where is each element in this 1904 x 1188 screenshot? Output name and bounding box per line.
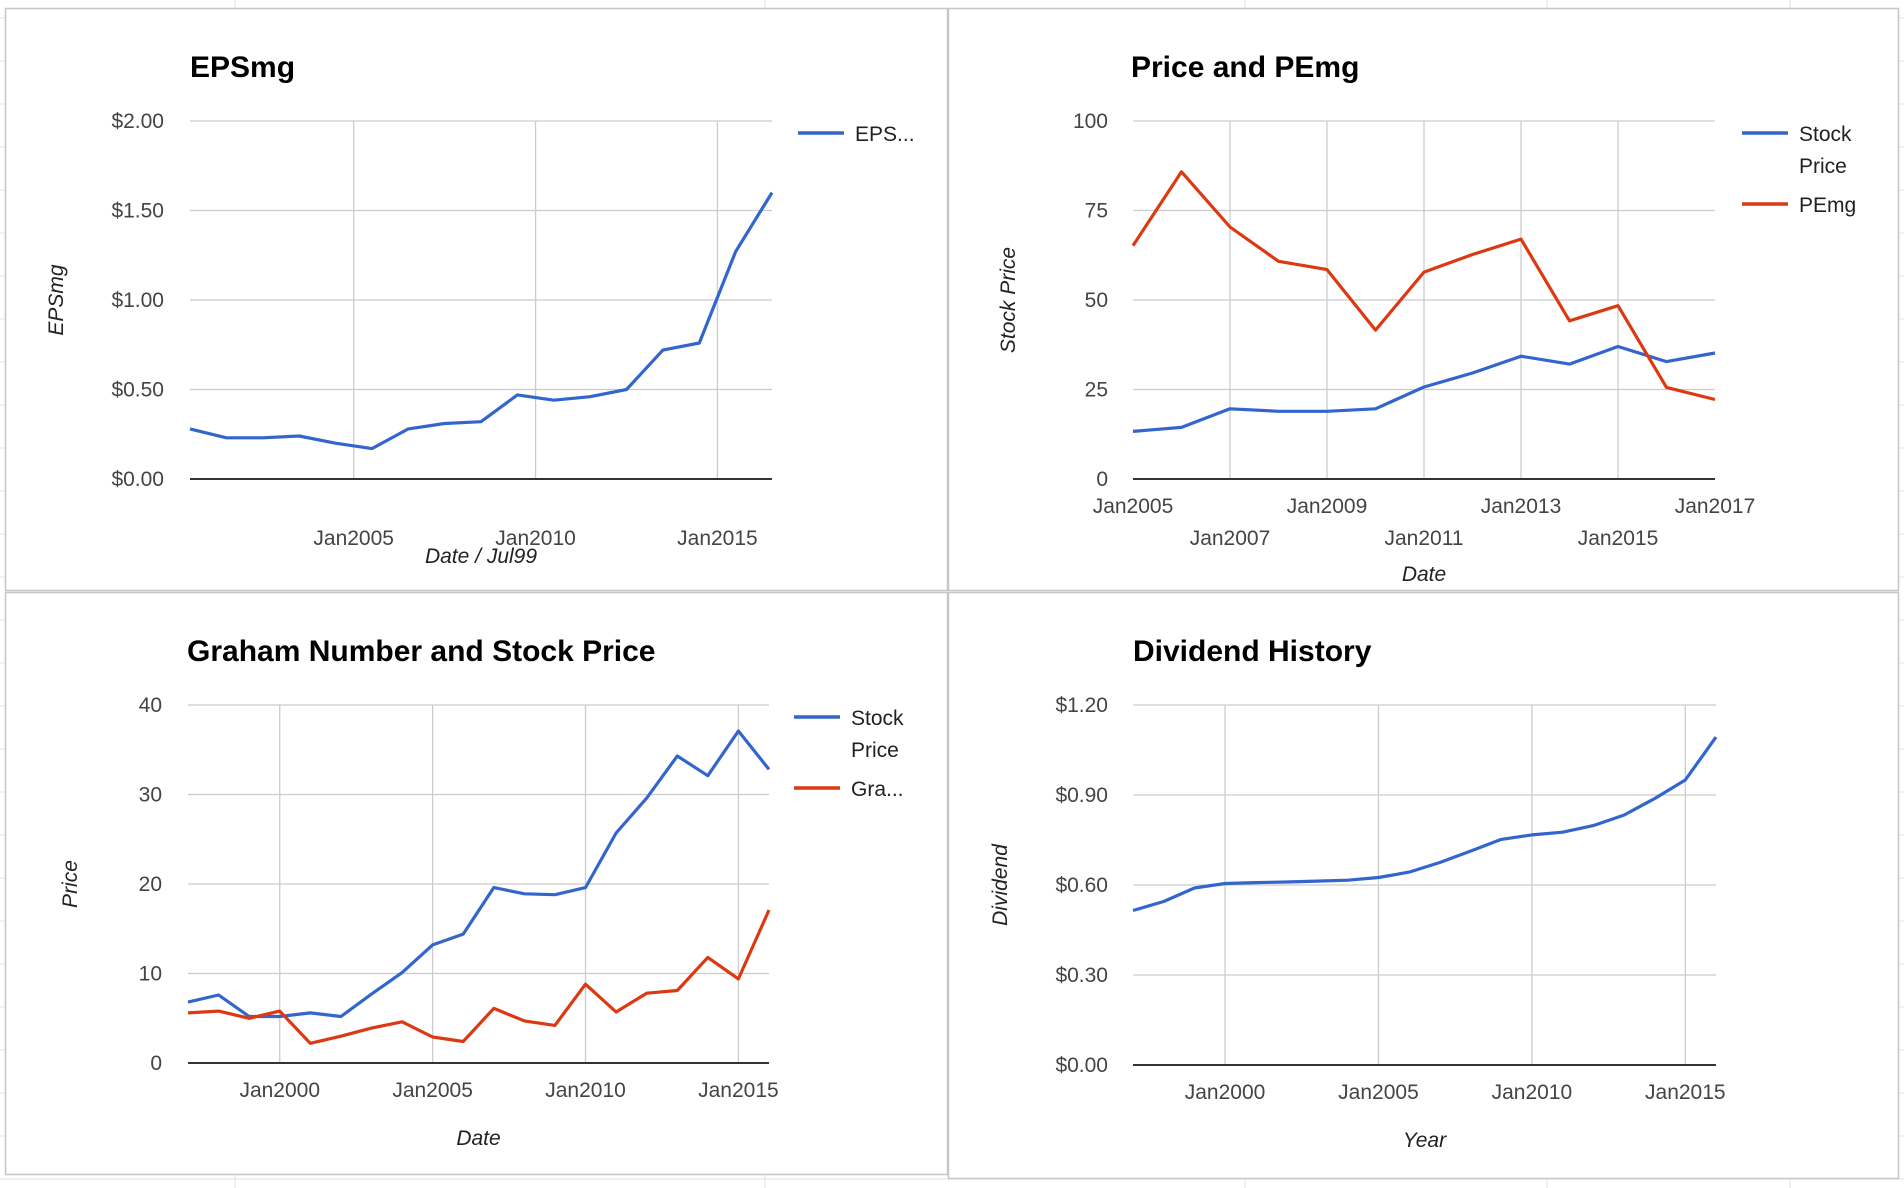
y-tick-label: 20 [139, 873, 162, 896]
x-tick-label: Jan2013 [1481, 495, 1562, 518]
chart-title: Graham Number and Stock Price [187, 635, 656, 668]
chart-title: EPSmg [190, 51, 295, 84]
y-tick-label: 100 [1073, 110, 1108, 133]
y-tick-label: $1.50 [111, 200, 164, 223]
x-tick-label: Jan2010 [1492, 1081, 1573, 1104]
x-axis-title: Date [456, 1127, 500, 1150]
legend-label: Stock Price [851, 707, 904, 762]
y-tick-label: $2.00 [111, 110, 164, 133]
y-tick-label: $0.30 [1055, 964, 1108, 987]
x-tick-label: Jan2005 [313, 527, 394, 550]
chart-content: Graham Number and Stock Price 0 10 20 30 40 Ja… [59, 635, 904, 1150]
x-tick-label: Jan2005 [1338, 1081, 1419, 1104]
y-tick-label: 30 [139, 784, 162, 807]
legend-label: PEmg [1799, 194, 1856, 217]
y-tick-label: $0.00 [111, 468, 164, 491]
y-axis-title: Dividend [989, 843, 1012, 926]
y-tick-label: 0 [150, 1052, 162, 1075]
chart-content: Dividend History $0.00 $0.30 $0.60 $0.90 $1.2… [989, 635, 1726, 1152]
y-tick-label: $0.60 [1055, 874, 1108, 897]
y-tick-label: $1.20 [1055, 694, 1108, 717]
x-tick-label: Jan2000 [1185, 1081, 1266, 1104]
x-tick-label: Jan2000 [239, 1079, 320, 1102]
series-line [187, 909, 771, 1045]
y-axis-title: Price [59, 860, 82, 908]
y-tick-label: 40 [139, 694, 162, 717]
chart-title: Price and PEmg [1131, 51, 1359, 84]
x-tick-label: Jan2015 [698, 1079, 779, 1102]
legend-label: EPS... [855, 123, 915, 146]
y-tick-label: 0 [1096, 468, 1108, 491]
chart-price-pemg[interactable]: Price and PEmg 0 25 50 75 100 Jan2005 Jan2007 Ja… [947, 7, 1900, 592]
x-axis-title: Year [1403, 1129, 1447, 1152]
series-line [1132, 736, 1718, 913]
chart-eps[interactable]: EPSmg $0.00 $0.50 $1.00 $1.50 $2.00 Jan2005 Jan… [4, 7, 949, 592]
series-line [189, 191, 774, 451]
y-tick-label: 50 [1085, 289, 1108, 312]
x-tick-label: Jan2011 [1384, 527, 1463, 550]
y-tick-label: 25 [1085, 379, 1108, 402]
x-tick-label: Jan2015 [1578, 527, 1659, 550]
x-tick-label: Jan2009 [1287, 495, 1368, 518]
x-tick-label: Jan2015 [677, 527, 758, 550]
x-axis-title: Date [1402, 563, 1446, 586]
x-tick-label: Jan2017 [1675, 495, 1756, 518]
x-tick-label: Jan2005 [392, 1079, 473, 1102]
y-tick-label: 75 [1085, 200, 1108, 223]
legend-label: Stock Price [1799, 123, 1852, 178]
chart-content: Price and PEmg 0 25 50 75 100 Jan2005 Jan2007 Ja… [997, 51, 1856, 586]
series-line [1132, 344, 1716, 433]
x-tick-label: Jan2005 [1093, 495, 1174, 518]
x-tick-label: Jan2010 [545, 1079, 626, 1102]
chart-content: EPSmg $0.00 $0.50 $1.00 $1.50 $2.00 Jan2005 Jan… [45, 51, 915, 568]
x-tick-label: Jan2015 [1645, 1081, 1726, 1104]
x-tick-label: Jan2007 [1190, 527, 1271, 550]
y-tick-label: $0.90 [1055, 784, 1108, 807]
y-tick-label: $1.00 [111, 289, 164, 312]
y-tick-label: $0.00 [1055, 1054, 1108, 1077]
y-tick-label: $0.50 [111, 379, 164, 402]
x-tick-label: Jan2010 [495, 527, 576, 550]
chart-title: Dividend History [1133, 635, 1372, 668]
chart-dividend-history[interactable]: Dividend History $0.00 $0.30 $0.60 $0.90 $1.2… [947, 591, 1900, 1180]
y-axis-title: EPSmg [45, 264, 68, 336]
series-line [1131, 170, 1716, 402]
y-tick-label: 10 [139, 963, 162, 986]
x-axis-title: Date / Jul99 [425, 545, 537, 568]
chart-graham-number[interactable]: Graham Number and Stock Price 0 10 20 30 40 Ja… [4, 591, 949, 1176]
legend-label: Gra... [851, 778, 904, 801]
y-axis-title: Stock Price [997, 247, 1020, 353]
